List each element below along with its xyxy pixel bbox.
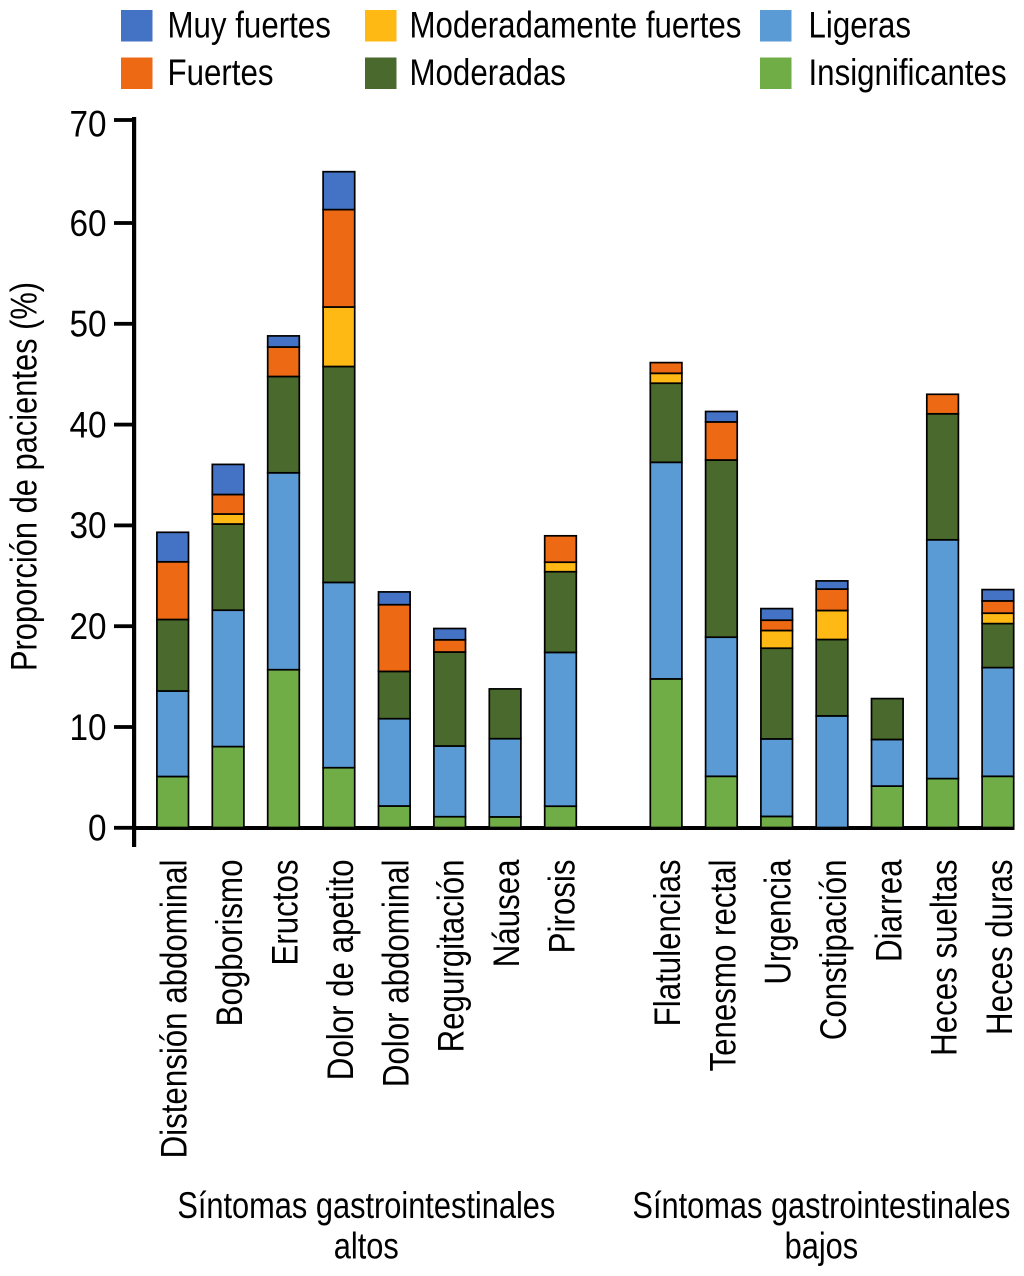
svg-text:10: 10: [69, 707, 106, 748]
svg-text:bajos: bajos: [785, 1226, 859, 1267]
svg-text:20: 20: [69, 606, 106, 647]
svg-text:Heces sueltas: Heces sueltas: [924, 860, 965, 1056]
svg-text:Moderadas: Moderadas: [410, 53, 566, 94]
svg-text:Dolor de apetito: Dolor de apetito: [320, 860, 361, 1081]
svg-text:Urgencia: Urgencia: [758, 859, 799, 985]
svg-text:Náusea: Náusea: [487, 859, 528, 968]
svg-text:60: 60: [69, 203, 106, 244]
svg-text:Síntomas gastrointestinales: Síntomas gastrointestinales: [632, 1185, 1010, 1226]
svg-text:Eructos: Eructos: [265, 860, 306, 966]
svg-text:Tenesmo rectal: Tenesmo rectal: [703, 860, 744, 1072]
svg-text:40: 40: [69, 405, 106, 446]
svg-text:Proporción de pacientes (%): Proporción de pacientes (%): [4, 282, 45, 671]
svg-text:Insignificantes: Insignificantes: [809, 53, 1007, 94]
svg-text:Pirosis: Pirosis: [542, 860, 583, 954]
svg-text:70: 70: [69, 104, 106, 145]
svg-text:Distensión abdominal: Distensión abdominal: [154, 860, 195, 1159]
svg-text:Síntomas gastrointestinales: Síntomas gastrointestinales: [177, 1185, 555, 1226]
svg-text:0: 0: [88, 808, 107, 849]
svg-text:Fuertes: Fuertes: [168, 53, 274, 94]
svg-text:Bogborismo: Bogborismo: [210, 860, 251, 1027]
svg-text:30: 30: [69, 506, 106, 547]
svg-text:50: 50: [69, 304, 106, 345]
svg-text:Muy fuertes: Muy fuertes: [168, 5, 331, 46]
svg-text:Constipación: Constipación: [814, 860, 855, 1041]
svg-text:Heces duras: Heces duras: [979, 860, 1020, 1036]
svg-text:Moderadamente fuertes: Moderadamente fuertes: [410, 5, 742, 46]
svg-text:Ligeras: Ligeras: [809, 5, 912, 46]
svg-text:Regurgitación: Regurgitación: [431, 860, 472, 1053]
svg-text:Diarrea: Diarrea: [869, 859, 910, 962]
svg-text:Dolor abdominal: Dolor abdominal: [376, 860, 417, 1088]
svg-text:altos: altos: [334, 1226, 399, 1267]
svg-text:Flatulencias: Flatulencias: [648, 860, 689, 1027]
